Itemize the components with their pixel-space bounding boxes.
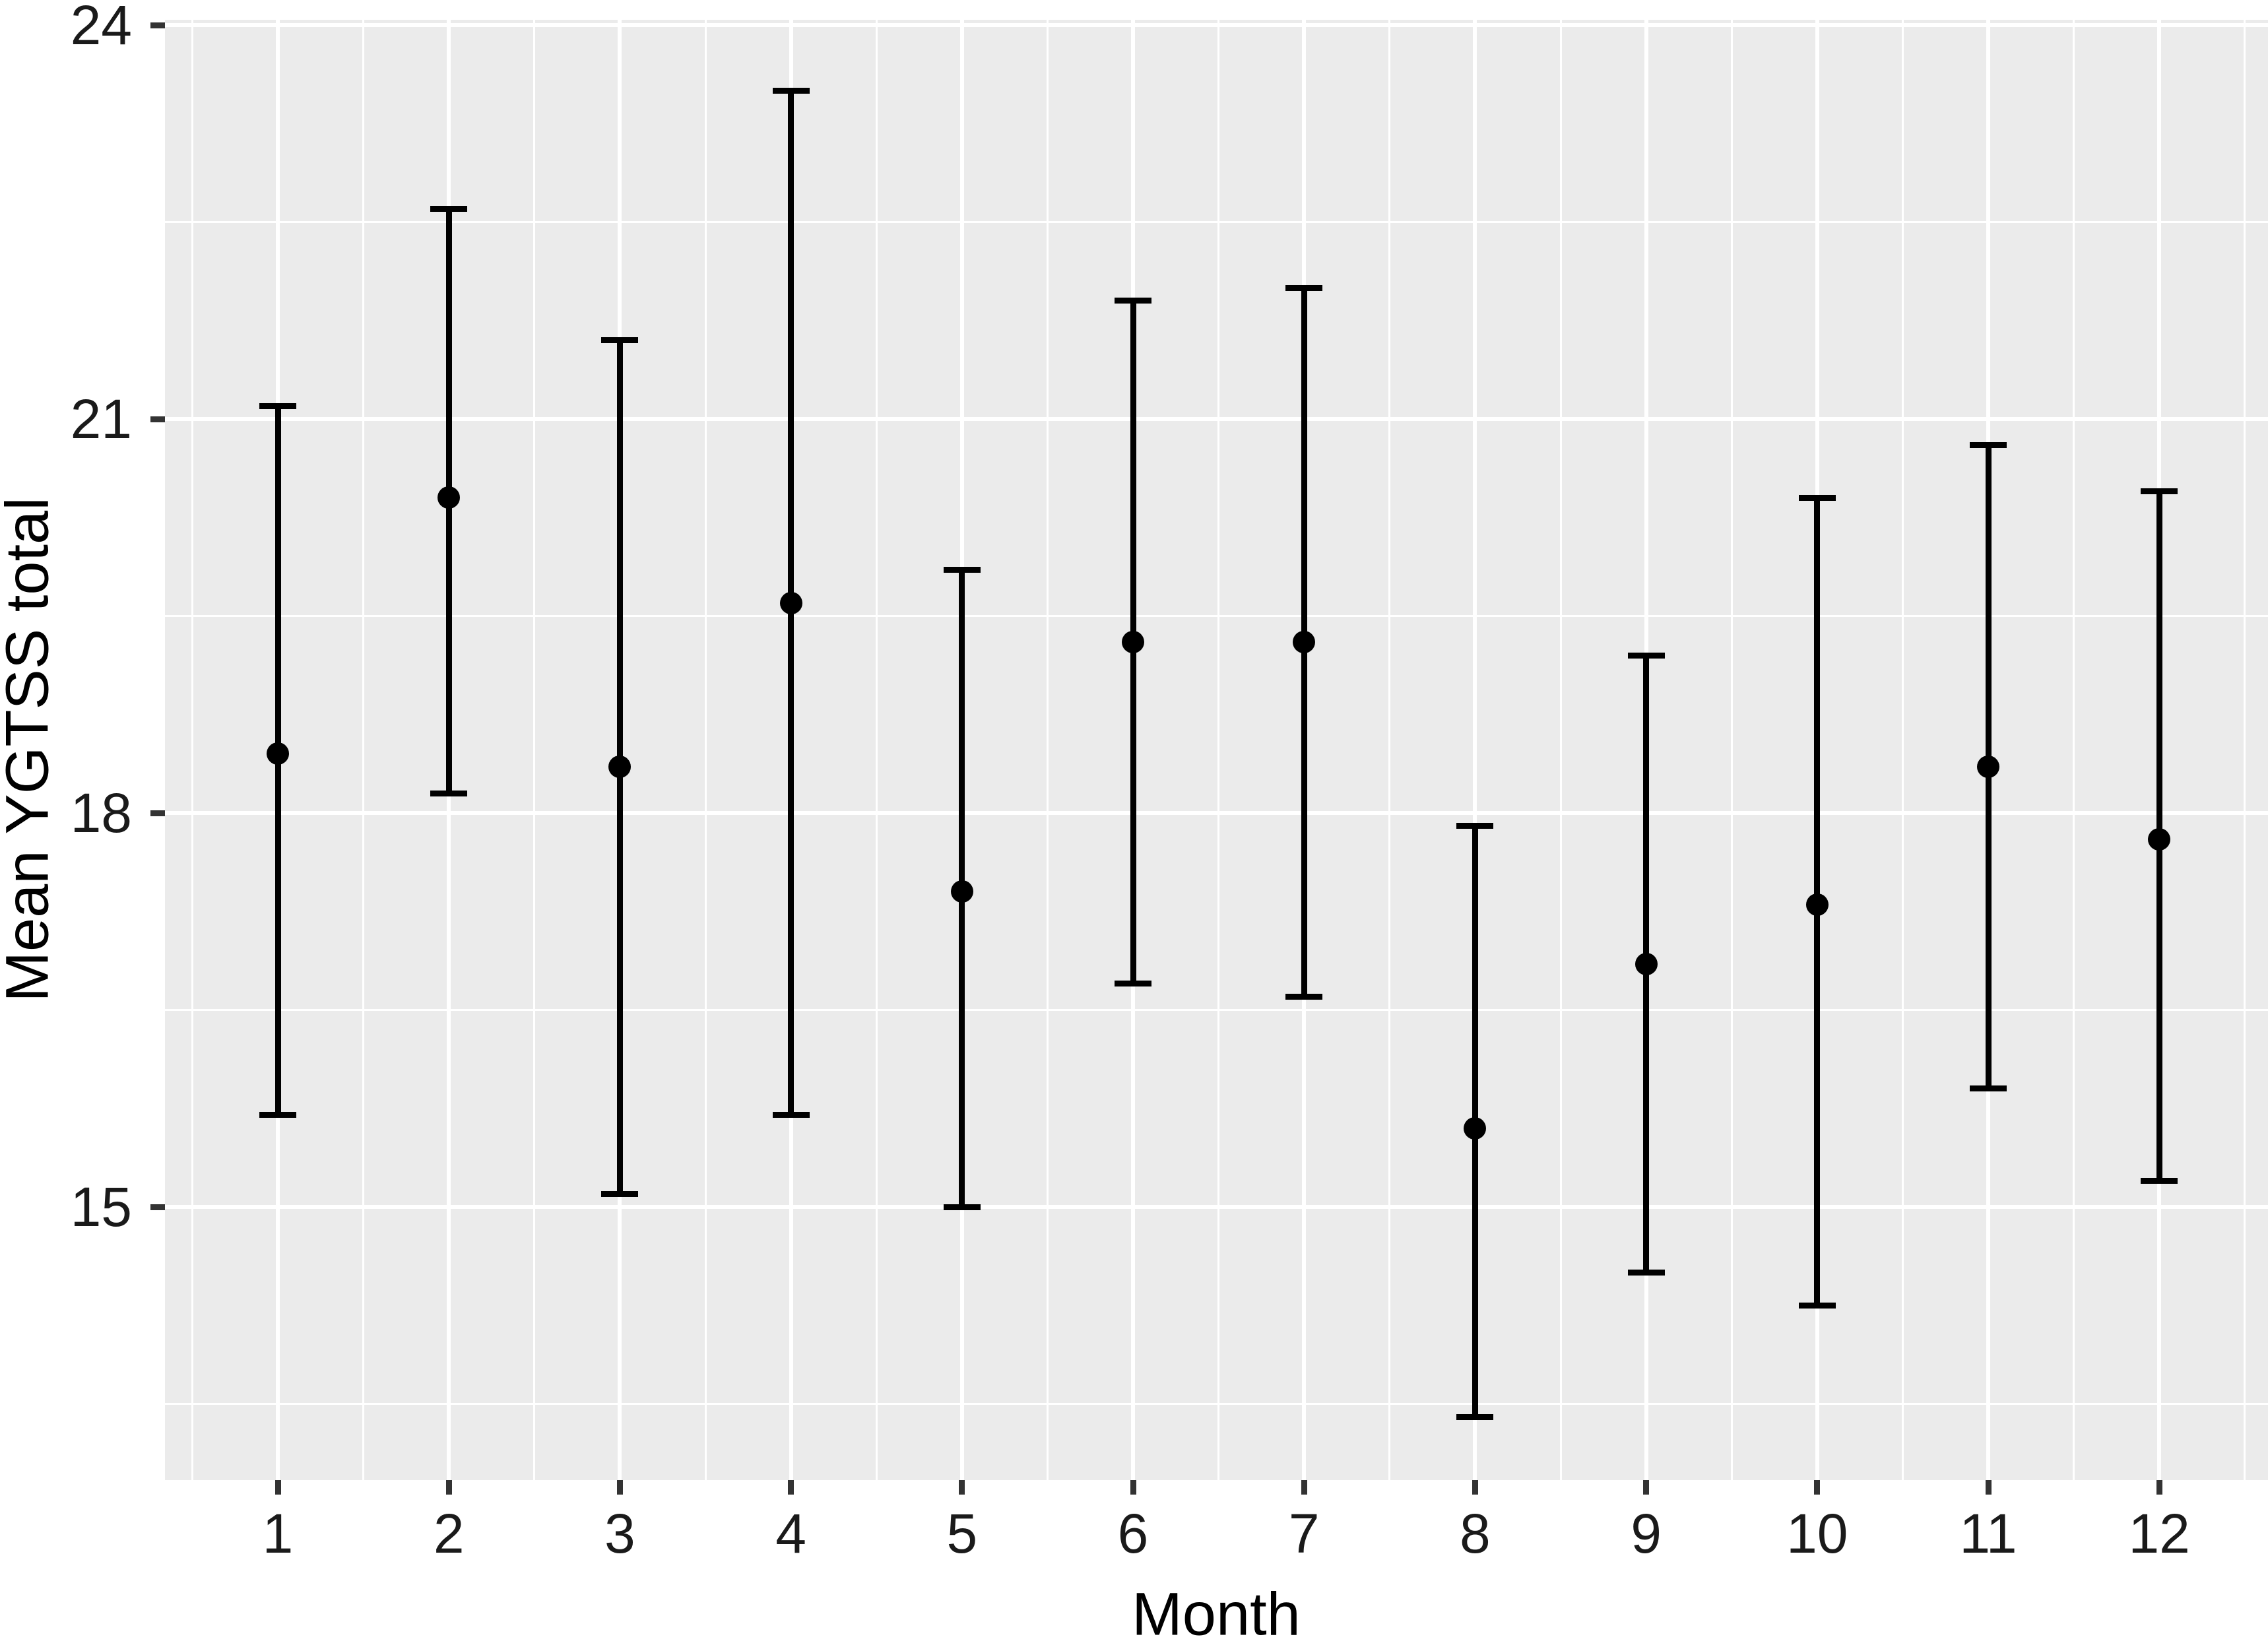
error-bar-cap-bottom [430, 790, 468, 796]
error-bar-cap-top [943, 567, 981, 573]
error-bar-cap-top [772, 88, 810, 94]
error-bar-cap-top [1627, 652, 1665, 659]
error-bar-cap-bottom [259, 1112, 296, 1118]
x-minor-gridline [1046, 20, 1049, 1480]
x-axis-tick [2156, 1480, 2162, 1495]
error-bar-cap-bottom [1798, 1302, 1836, 1309]
x-major-gridline [1473, 20, 1477, 1480]
y-axis-tick [150, 1204, 165, 1210]
x-minor-gridline [533, 20, 536, 1480]
plot-panel [165, 20, 2268, 1480]
x-tick-label: 4 [775, 1503, 806, 1565]
y-minor-gridline [165, 1403, 2268, 1405]
x-minor-gridline [1217, 20, 1220, 1480]
error-bar-cap-top [1798, 494, 1836, 501]
y-tick-label: 24 [70, 0, 132, 56]
error-bar-cap-bottom [772, 1112, 810, 1118]
x-axis-tick [1130, 1480, 1136, 1495]
x-minor-gridline [1730, 20, 1733, 1480]
x-axis-tick [788, 1480, 794, 1495]
error-bar-cap-bottom [2141, 1177, 2178, 1184]
y-tick-label: 18 [70, 782, 132, 844]
mean-point [2148, 827, 2171, 851]
error-bar-cap-top [601, 337, 639, 344]
y-major-gridline [165, 811, 2268, 815]
x-minor-gridline [704, 20, 707, 1480]
mean-point [950, 880, 973, 903]
x-minor-gridline [362, 20, 365, 1480]
y-minor-gridline [165, 221, 2268, 223]
y-axis-tick [150, 416, 165, 422]
x-axis-tick [1643, 1480, 1650, 1495]
y-axis-tick [150, 22, 165, 28]
error-bar-cap-top [259, 403, 296, 409]
error-bar-cap-top [1456, 823, 1494, 829]
y-axis-tick [150, 810, 165, 816]
error-bar-cap-bottom [1456, 1413, 1494, 1420]
x-axis-tick [1472, 1480, 1478, 1495]
x-axis-tick [1814, 1480, 1821, 1495]
error-bar-cap-top [1285, 284, 1323, 291]
mean-point [1635, 952, 1658, 975]
error-bar-cap-bottom [1285, 994, 1323, 1000]
x-tick-label: 6 [1117, 1503, 1149, 1565]
x-axis-tick [959, 1480, 965, 1495]
x-tick-label: 9 [1631, 1503, 1662, 1565]
x-minor-gridline [1559, 20, 1562, 1480]
error-bar-cap-top [430, 206, 468, 212]
x-tick-label: 7 [1288, 1503, 1320, 1565]
x-minor-gridline [1901, 20, 1904, 1480]
mean-point [1122, 631, 1144, 654]
error-bar-cap-bottom [1627, 1270, 1665, 1276]
x-axis-tick [445, 1480, 452, 1495]
error-bar-cap-top [1115, 298, 1151, 304]
mean-point [1805, 893, 1829, 917]
y-tick-label: 21 [70, 388, 132, 450]
y-major-gridline [165, 1205, 2268, 1209]
x-tick-label: 10 [1786, 1503, 1848, 1565]
mean-point [1464, 1116, 1487, 1140]
mean-point [779, 591, 802, 614]
y-major-gridline [165, 23, 2268, 27]
x-tick-label: 3 [604, 1503, 635, 1565]
y-minor-gridline [165, 1009, 2268, 1011]
error-bar-cap-bottom [601, 1190, 639, 1197]
x-axis-title: Month [1132, 1580, 1301, 1648]
y-tick-label: 15 [70, 1176, 132, 1238]
y-major-gridline [165, 417, 2268, 421]
x-axis-tick [1301, 1480, 1307, 1495]
error-bar-cap-bottom [943, 1204, 981, 1210]
error-bar-cap-bottom [1970, 1085, 2007, 1092]
x-tick-label: 1 [262, 1503, 294, 1565]
x-minor-gridline [2244, 20, 2246, 1480]
x-tick-label: 5 [946, 1503, 978, 1565]
mean-point [437, 486, 461, 509]
x-minor-gridline [1388, 20, 1391, 1480]
y-minor-gridline [165, 615, 2268, 617]
x-minor-gridline [875, 20, 878, 1480]
x-tick-label: 11 [1959, 1503, 2017, 1565]
mean-point [1977, 756, 1999, 779]
x-tick-label: 8 [1460, 1503, 1491, 1565]
x-minor-gridline [2073, 20, 2075, 1480]
y-axis-title: Mean YGTSS total [0, 497, 61, 1002]
error-bar-cap-top [1970, 442, 2007, 449]
x-tick-label: 2 [433, 1503, 465, 1565]
error-bar-cap-top [2141, 488, 2178, 494]
x-axis-tick [616, 1480, 623, 1495]
mean-point [608, 756, 632, 779]
mean-point [1293, 631, 1316, 654]
x-minor-gridline [191, 20, 193, 1480]
mean-point [267, 742, 289, 765]
x-tick-label: 12 [2128, 1503, 2190, 1565]
x-axis-tick [1985, 1480, 1992, 1495]
error-bar-cap-bottom [1115, 981, 1151, 987]
x-axis-tick [275, 1480, 281, 1495]
